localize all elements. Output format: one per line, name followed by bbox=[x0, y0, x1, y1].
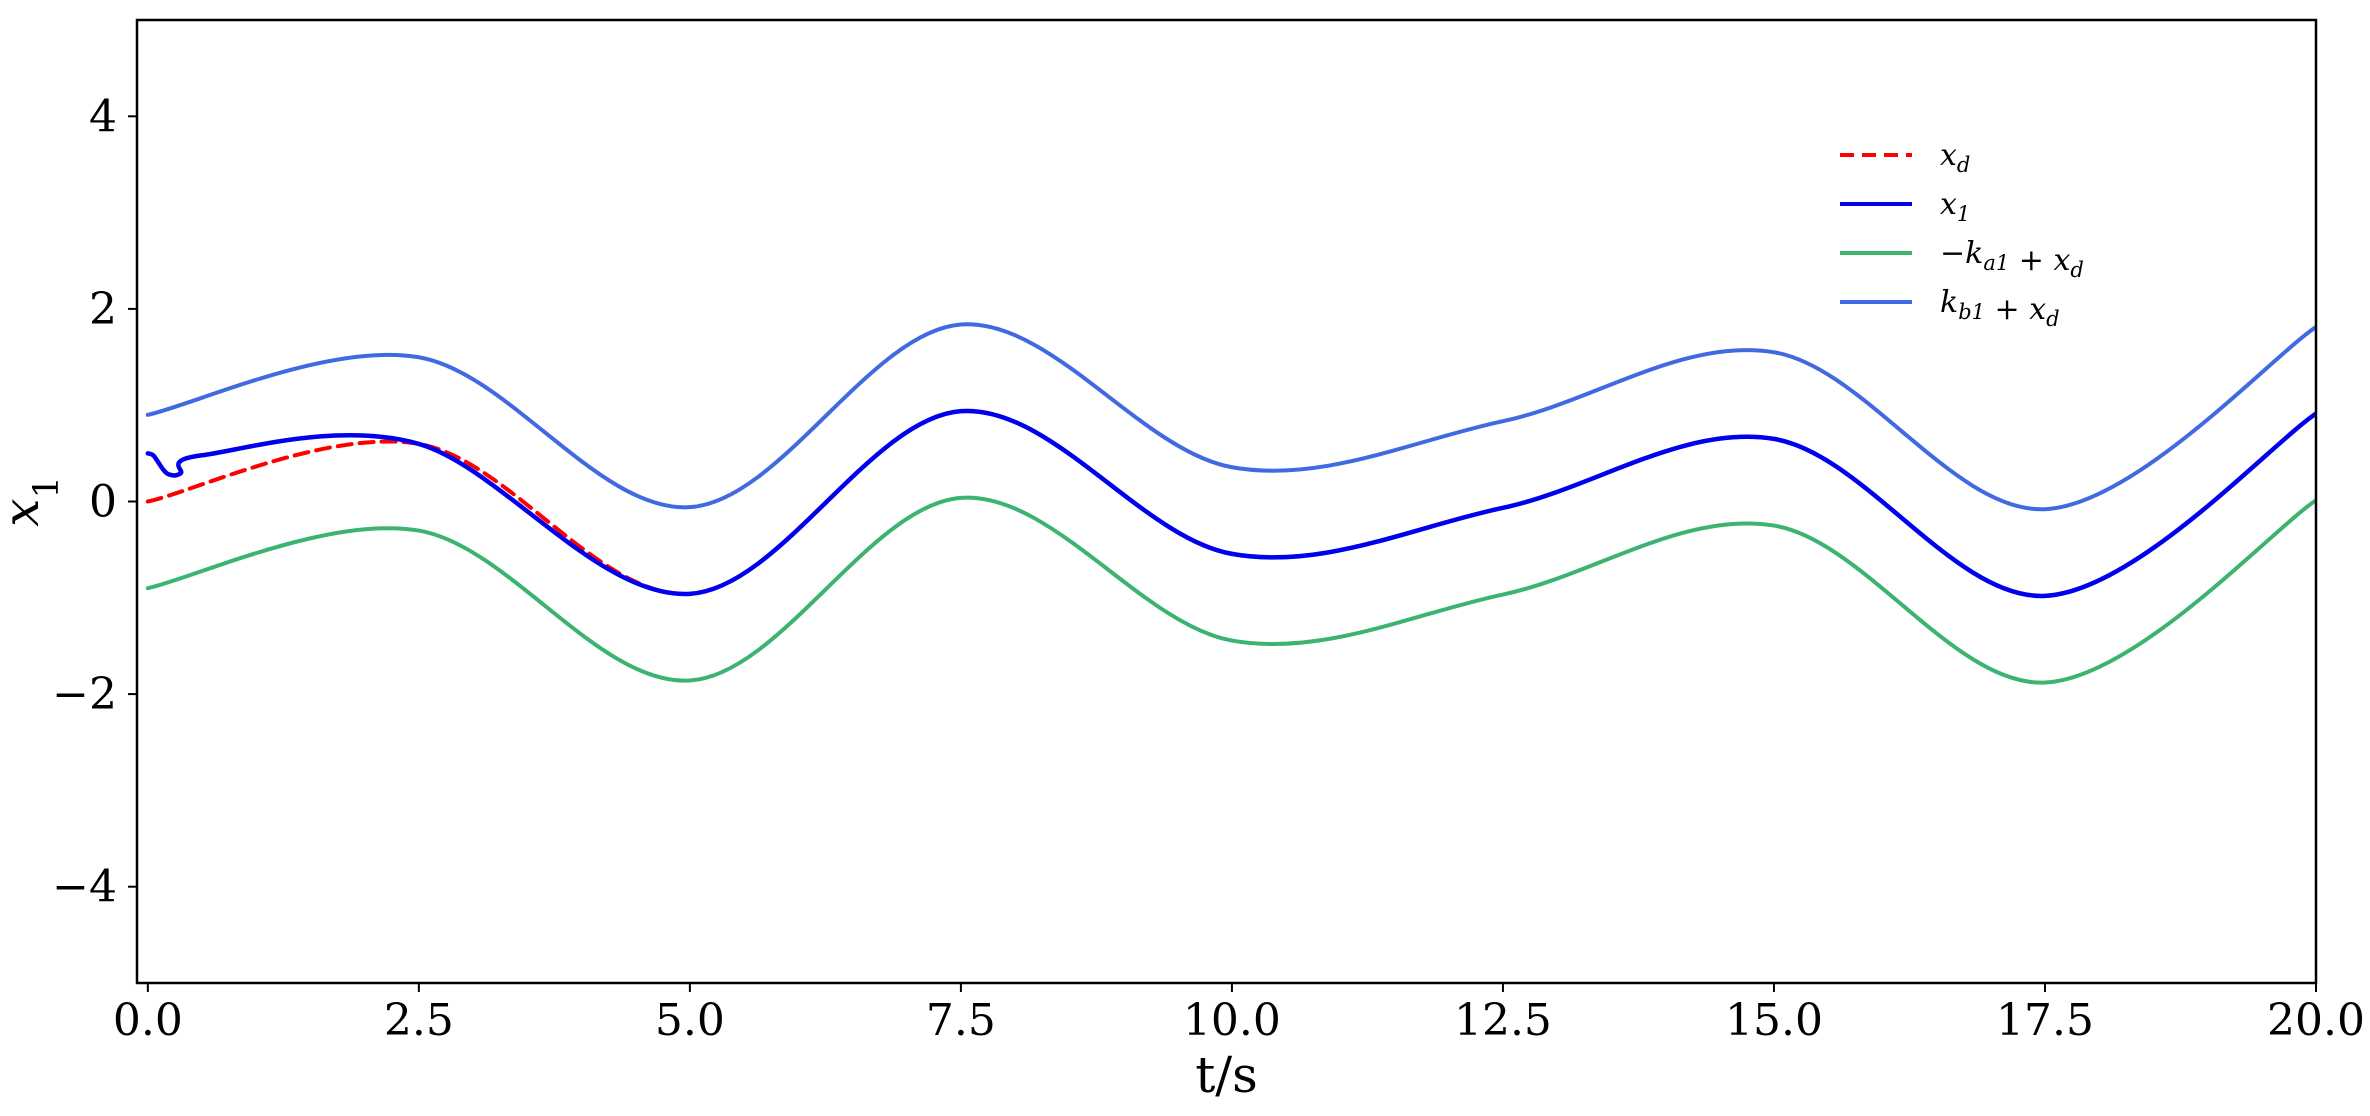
series-line-0 bbox=[145, 409, 2316, 598]
x-tick-label: 7.5 bbox=[926, 995, 996, 1046]
y-tick-label: −4 bbox=[52, 862, 117, 913]
legend-label: x1 bbox=[1940, 187, 1970, 226]
x-tick-label: 0.0 bbox=[113, 995, 183, 1046]
legend-label: xd bbox=[1940, 138, 1970, 177]
y-tick-label: 2 bbox=[89, 284, 117, 335]
series-line-3 bbox=[145, 322, 2316, 512]
legend-label: kb1 + xd bbox=[1940, 285, 2060, 331]
ticks-layer: 0.0 2.5 5.0 7.5 10.0 12.5 15.0 17.5 20.0 −4 −2 0 2 4 bbox=[52, 91, 2365, 1046]
y-tick-label: 0 bbox=[89, 477, 117, 528]
y-axis-label: x1 bbox=[0, 476, 67, 526]
series-layer bbox=[145, 322, 2316, 685]
plot-frame bbox=[135, 18, 2318, 985]
legend-label: −ka1 + xd bbox=[1940, 236, 2084, 282]
x-tick-label: 2.5 bbox=[384, 995, 454, 1046]
x-tick-label: 17.5 bbox=[1996, 995, 2094, 1046]
y-tick-label: −2 bbox=[52, 669, 117, 720]
x-tick-label: 10.0 bbox=[1183, 995, 1281, 1046]
series-line-2 bbox=[145, 495, 2316, 685]
x-axis-label: t/s bbox=[1195, 1046, 1258, 1104]
y-tick-label: 4 bbox=[89, 91, 117, 142]
x-tick-label: 5.0 bbox=[655, 995, 725, 1046]
x-tick-label: 20.0 bbox=[2267, 995, 2365, 1046]
x-tick-label: 15.0 bbox=[1725, 995, 1823, 1046]
series-line-1 bbox=[145, 408, 2316, 599]
x-tick-label: 12.5 bbox=[1454, 995, 1552, 1046]
